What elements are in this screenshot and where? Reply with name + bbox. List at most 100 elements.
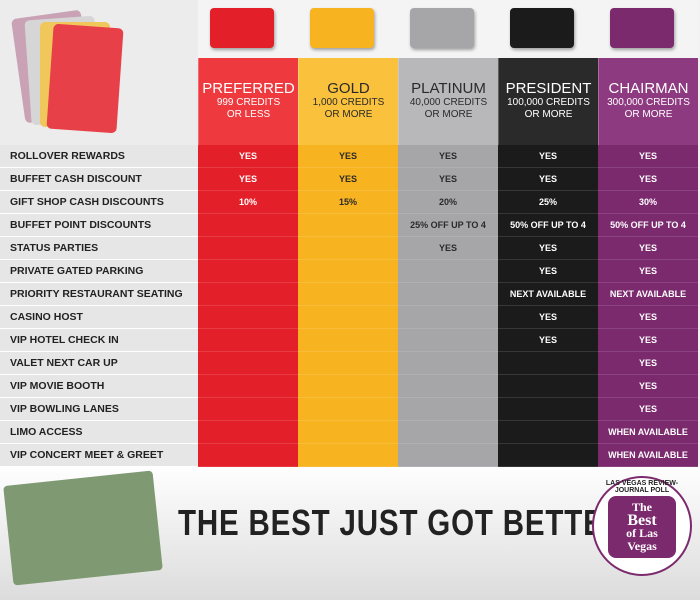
table-cell: YES xyxy=(498,168,598,191)
table-cell xyxy=(398,421,498,444)
feature-label: VIP MOVIE BOOTH xyxy=(0,375,198,398)
table-cell xyxy=(198,444,298,467)
table-cell: 15% xyxy=(298,191,398,214)
table-cell xyxy=(198,306,298,329)
table-cell: YES xyxy=(498,329,598,352)
tier-header: GOLD 1,000 CREDITS OR MORE xyxy=(298,58,398,145)
table-cell xyxy=(198,237,298,260)
tier-credits: OR MORE xyxy=(324,109,373,120)
table-cell: 50% OFF UP TO 4 xyxy=(498,214,598,237)
feature-label: BUFFET CASH DISCOUNT xyxy=(0,168,198,191)
logo-text: The xyxy=(631,500,652,514)
logo-text: Best xyxy=(627,512,657,529)
table-cell xyxy=(298,214,398,237)
tier-header: CHAIRMAN 300,000 CREDITS OR MORE xyxy=(598,58,698,145)
table-cell: YES xyxy=(398,145,498,168)
feature-label: BUFFET POINT DISCOUNTS xyxy=(0,214,198,237)
tier-header: PRESIDENT 100,000 CREDITS OR MORE xyxy=(498,58,598,145)
table-cell xyxy=(298,260,398,283)
logo-text: of Las xyxy=(626,526,658,540)
table-cell: 50% OFF UP TO 4 xyxy=(598,214,698,237)
table-cell: YES xyxy=(598,375,698,398)
table-cell xyxy=(298,421,398,444)
table-cell xyxy=(398,444,498,467)
tier-credits: OR MORE xyxy=(424,109,473,120)
table-cell xyxy=(398,260,498,283)
table-cell: YES xyxy=(598,260,698,283)
table-cell: YES xyxy=(598,168,698,191)
feature-label: VIP HOTEL CHECK IN xyxy=(0,329,198,352)
cards-area xyxy=(0,0,198,145)
logo-ring: LAS VEGAS REVIEW-JOURNAL POLL The Best of … xyxy=(592,476,692,576)
tier-header: PREFERRED 999 CREDITS OR LESS xyxy=(198,58,298,145)
table-cell: NEXT AVAILABLE xyxy=(498,283,598,306)
table-cell xyxy=(198,214,298,237)
tier-credits: OR LESS xyxy=(226,109,271,120)
table-cell xyxy=(298,375,398,398)
table-cell xyxy=(398,352,498,375)
table-cell: 25% OFF UP TO 4 xyxy=(398,214,498,237)
table-cell: YES xyxy=(398,168,498,191)
banner: THE BEST JUST GOT BETTER. LAS VEGAS REVI… xyxy=(0,464,700,600)
tier-credits: 40,000 CREDITS xyxy=(409,97,488,108)
tier-credits: OR MORE xyxy=(524,109,573,120)
tier-card xyxy=(510,8,574,48)
tier-name: GOLD xyxy=(327,80,370,97)
tier-header: PLATINUM 40,000 CREDITS OR MORE xyxy=(398,58,498,145)
table-cell xyxy=(498,398,598,421)
table-cell xyxy=(198,260,298,283)
feature-label: GIFT SHOP CASH DISCOUNTS xyxy=(0,191,198,214)
feature-label: ROLLOVER REWARDS xyxy=(0,145,198,168)
tier-name: PRESIDENT xyxy=(505,80,592,97)
feature-label: LIMO ACCESS xyxy=(0,421,198,444)
table-cell xyxy=(298,398,398,421)
table-cell xyxy=(498,444,598,467)
feature-label: PRIVATE GATED PARKING xyxy=(0,260,198,283)
table-cell: YES xyxy=(598,329,698,352)
tier-name: PLATINUM xyxy=(411,80,486,97)
table-cell: YES xyxy=(298,145,398,168)
table-cell xyxy=(498,421,598,444)
table-cell: YES xyxy=(598,398,698,421)
tier-credits: 1,000 CREDITS xyxy=(312,97,385,108)
table-cell xyxy=(298,283,398,306)
table-cell: YES xyxy=(398,237,498,260)
tier-name: CHAIRMAN xyxy=(608,80,689,97)
tier-credits: 100,000 CREDITS xyxy=(507,97,590,108)
table-cell xyxy=(398,398,498,421)
table-cell xyxy=(298,237,398,260)
table-cell: 30% xyxy=(598,191,698,214)
table-cell xyxy=(498,352,598,375)
tier-credits: OR MORE xyxy=(624,109,673,120)
feature-label: VIP CONCERT MEET & GREET xyxy=(0,444,198,467)
table-cell xyxy=(198,421,298,444)
table-cell: YES xyxy=(198,145,298,168)
table-cell xyxy=(498,375,598,398)
tier-card xyxy=(610,8,674,48)
feature-label: STATUS PARTIES xyxy=(0,237,198,260)
table-cell: YES xyxy=(598,237,698,260)
table-cell: YES xyxy=(498,306,598,329)
logo: The Best of Las Vegas xyxy=(608,496,676,558)
table-cell xyxy=(398,329,498,352)
logo-text: Vegas xyxy=(627,539,657,553)
table-cell: 10% xyxy=(198,191,298,214)
tier-card xyxy=(210,8,274,48)
table-cell xyxy=(298,306,398,329)
poll: LAS VEGAS REVIEW-JOURNAL POLL xyxy=(605,480,679,494)
feature-label: VIP BOWLING LANES xyxy=(0,398,198,421)
table-cell xyxy=(398,283,498,306)
table-cell: YES xyxy=(298,168,398,191)
table-cell: 25% xyxy=(498,191,598,214)
card xyxy=(46,23,124,134)
feature-label: VALET NEXT CAR UP xyxy=(0,352,198,375)
table-cell: YES xyxy=(598,352,698,375)
table-cell: 20% xyxy=(398,191,498,214)
feature-label: CASINO HOST xyxy=(0,306,198,329)
tier-name: PREFERRED xyxy=(202,80,295,97)
table-cell: WHEN AVAILABLE xyxy=(598,444,698,467)
tier-card xyxy=(310,8,374,48)
table-cell xyxy=(198,375,298,398)
table-cell: YES xyxy=(498,260,598,283)
slogan: THE BEST JUST GOT BETTER. xyxy=(178,502,635,543)
